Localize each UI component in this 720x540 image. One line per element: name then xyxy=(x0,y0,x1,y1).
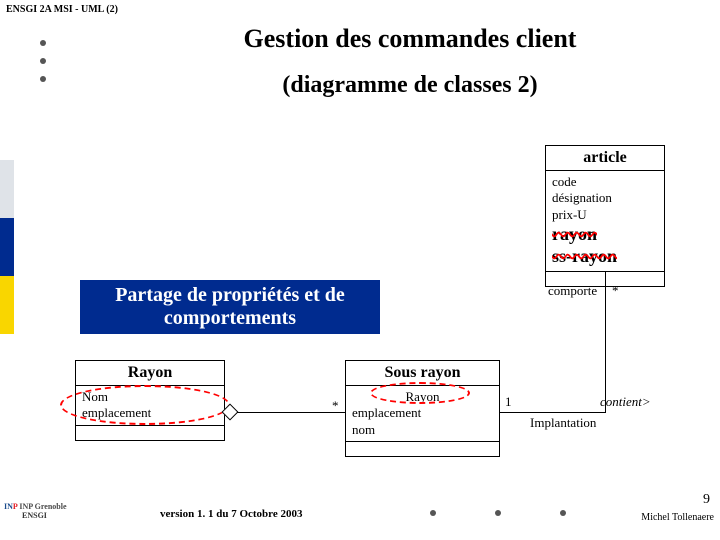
attr: code xyxy=(552,174,658,190)
bullet-decor xyxy=(40,76,46,82)
class-name: Rayon xyxy=(76,361,224,386)
class-ops xyxy=(346,442,499,456)
logo-text: INP INP Grenoble xyxy=(4,502,67,511)
struck-oval xyxy=(60,385,230,425)
attr: emplacement xyxy=(352,405,493,421)
rel-line xyxy=(237,412,345,413)
slide-title: Gestion des commandes client xyxy=(140,24,680,54)
attr: nom xyxy=(352,422,493,438)
sidebar-seg xyxy=(0,276,14,334)
bullet-decor xyxy=(40,58,46,64)
class-name: article xyxy=(546,146,664,171)
attr-struck: rayon xyxy=(552,223,658,246)
struck-oval xyxy=(370,382,470,404)
bullet-decor xyxy=(495,510,501,516)
footer-author: Michel Tollenaere xyxy=(641,512,714,523)
banner: Partage de propriétés et de comportement… xyxy=(80,280,380,334)
logo: INP INP Grenoble ENSGI xyxy=(4,502,67,520)
sidebar-seg xyxy=(0,160,14,218)
banner-line: comportements xyxy=(88,307,372,330)
sidebar-seg xyxy=(0,218,14,276)
rel-label-implantation: Implantation xyxy=(530,415,596,431)
class-attrs: code désignation prix-U rayon ss-rayon xyxy=(546,171,664,272)
slide-subtitle: (diagramme de classes 2) xyxy=(140,72,680,99)
footer-version: version 1. 1 du 7 Octobre 2003 xyxy=(160,508,303,520)
attr-struck: ss-rayon xyxy=(552,245,658,268)
header-tag: ENSGI 2A MSI - UML (2) xyxy=(6,4,118,15)
bullet-decor xyxy=(560,510,566,516)
attr: désignation xyxy=(552,190,658,206)
page-number: 9 xyxy=(703,492,710,508)
rel-mult-right: 1 xyxy=(505,394,512,410)
attr: prix-U xyxy=(552,207,658,223)
rel-label-contient: contient> xyxy=(600,394,651,410)
rel-line xyxy=(500,412,605,413)
rel-label-comporte: comporte xyxy=(548,283,597,299)
class-ops xyxy=(76,426,224,440)
class-sousrayon: Sous rayon Rayon emplacement nom xyxy=(345,360,500,457)
banner-line: Partage de propriétés et de xyxy=(88,284,372,307)
bullet-decor xyxy=(430,510,436,516)
bullet-decor xyxy=(40,40,46,46)
rel-mult: * xyxy=(612,283,619,299)
class-article: article code désignation prix-U rayon ss… xyxy=(545,145,665,287)
logo-text: ENSGI xyxy=(22,511,67,520)
rel-mult-left: * xyxy=(332,398,339,414)
rel-line xyxy=(605,272,606,308)
